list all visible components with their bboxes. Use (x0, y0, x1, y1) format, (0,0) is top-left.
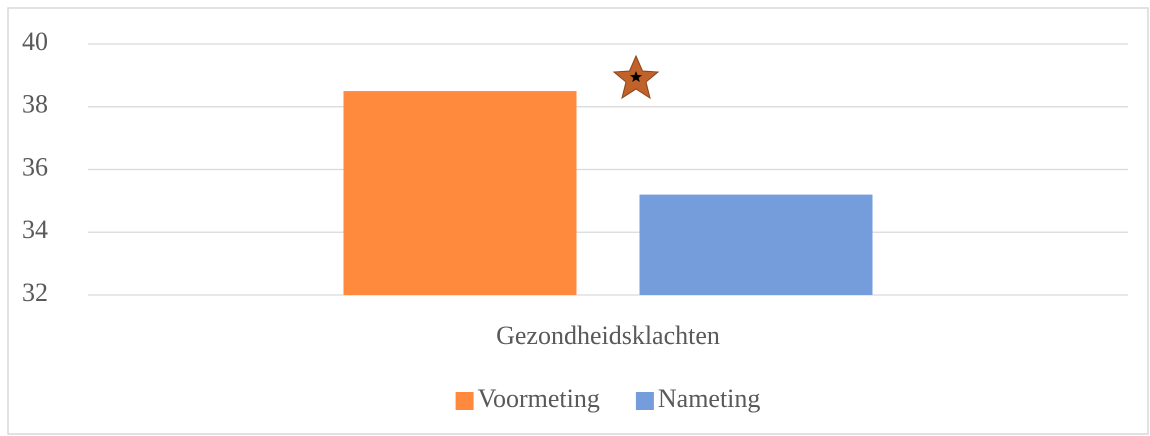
legend-label: Nameting (658, 384, 761, 413)
chart-border (7, 7, 1149, 435)
y-tick-label: 34 (22, 215, 48, 244)
legend-swatch (455, 392, 474, 410)
x-tick-label: Gezondheidsklachten (496, 321, 720, 350)
bar (639, 194, 873, 295)
legend-label: Voormeting (478, 384, 600, 413)
y-tick-label: 38 (22, 90, 48, 119)
legend-swatch (635, 392, 654, 410)
bar (343, 91, 577, 295)
significance-star (612, 54, 660, 100)
y-tick-label: 40 (22, 27, 48, 56)
y-tick-label: 36 (22, 152, 48, 181)
y-tick-label: 32 (22, 278, 48, 307)
